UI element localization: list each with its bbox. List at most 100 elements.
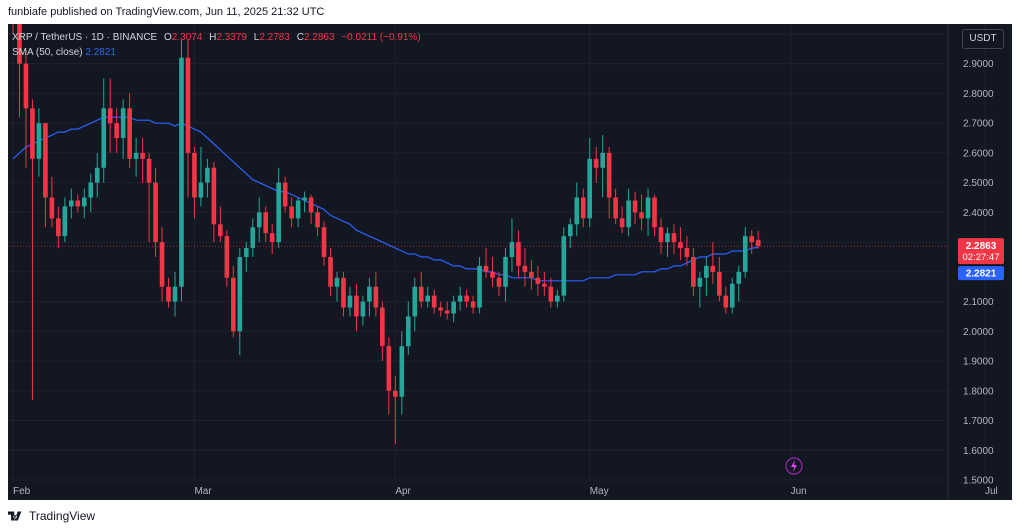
close-value: 2.2863 [303, 32, 335, 43]
candle [360, 295, 366, 326]
candle [146, 152, 152, 243]
sma-label[interactable]: SMA (50, close) [12, 47, 83, 58]
x-tick-label: Mar [194, 486, 212, 497]
publish-info: funbiafe published on TradingView.com, J… [8, 6, 325, 18]
candle [645, 188, 651, 237]
candle [755, 230, 761, 249]
candle-body [185, 57, 191, 153]
candle-body [328, 256, 333, 287]
candle [723, 286, 729, 314]
candle [535, 265, 541, 296]
candle-body [704, 265, 709, 278]
candle [43, 123, 48, 228]
sma-series [12, 116, 759, 282]
candle [542, 271, 547, 296]
candle-body [386, 346, 392, 391]
candle-body [30, 108, 35, 159]
candle-body [218, 224, 223, 237]
candle [386, 337, 392, 415]
lightning-icon[interactable] [785, 457, 803, 475]
candle-body [464, 295, 469, 302]
candle [120, 99, 126, 159]
candle [717, 256, 722, 302]
candle-body [561, 236, 567, 296]
y-tick-label: 2.0000 [963, 327, 994, 338]
candle-body [619, 218, 625, 228]
candle [237, 248, 243, 356]
currency-button[interactable]: USDT [962, 29, 1004, 49]
candle [736, 265, 742, 302]
candle [691, 248, 696, 296]
candle-body [315, 212, 320, 228]
candle-body [405, 316, 411, 347]
candle-body [755, 239, 761, 247]
candle-body [522, 265, 528, 272]
candle-body [632, 200, 638, 213]
candle-body [373, 286, 379, 308]
candlestick-chart[interactable]: 3.00002.90002.80002.70002.60002.50002.40… [8, 0, 1012, 500]
x-tick-label: Apr [395, 486, 411, 497]
y-tick-label: 2.9000 [963, 59, 994, 70]
candle [373, 271, 379, 317]
candle [354, 283, 359, 332]
candle-body [56, 218, 61, 237]
price-badges: 2.2863 02:27:47 2.2821 [958, 238, 1004, 281]
candle-body [736, 271, 742, 284]
candle [218, 206, 223, 243]
candle-body [114, 123, 119, 139]
candle-body [179, 57, 184, 287]
candle [431, 289, 437, 314]
candle [295, 197, 301, 228]
open-value: 2.3074 [171, 32, 203, 43]
candle [49, 176, 55, 228]
candle [172, 271, 178, 317]
chart-frame[interactable]: 3.00002.90002.80002.70002.60002.50002.40… [8, 0, 1012, 500]
candle [567, 218, 573, 249]
candle-body [658, 227, 664, 243]
candle [438, 301, 443, 317]
y-tick-label: 2.8000 [963, 89, 994, 100]
candle [509, 218, 515, 272]
candle [600, 135, 605, 198]
y-tick-label: 1.5000 [963, 476, 994, 487]
candle-body [101, 108, 107, 168]
candle-body [23, 63, 29, 109]
candle-body [17, 19, 22, 64]
candle-body [555, 295, 560, 302]
x-tick-label: Feb [13, 486, 31, 497]
chart-legend: XRP / TetherUS · 1D · BINANCE O2.3074 H2… [12, 30, 421, 60]
candle [334, 271, 340, 302]
candle [308, 194, 314, 225]
y-tick-label: 1.6000 [963, 446, 994, 457]
candle [561, 227, 567, 302]
candle [36, 108, 42, 177]
footer-brand[interactable]: TradingView [8, 509, 95, 523]
candle [321, 221, 327, 266]
candle [704, 256, 709, 296]
candle [231, 265, 236, 338]
candle-body [256, 212, 262, 228]
candle-body [276, 182, 281, 243]
candle [405, 301, 411, 356]
candle-body [697, 277, 703, 287]
candle-body [295, 200, 301, 219]
candle [555, 289, 560, 308]
candle-body [205, 167, 210, 183]
candle-body [684, 248, 690, 257]
candle-body [192, 152, 197, 198]
candle-body [243, 248, 249, 257]
candle [697, 271, 703, 308]
candle-body [140, 152, 145, 159]
candle-body [431, 295, 437, 308]
candle [580, 188, 586, 228]
candle-body [567, 224, 573, 237]
candle [393, 375, 398, 445]
candle [192, 146, 197, 219]
candle [418, 271, 424, 308]
candle [315, 206, 320, 237]
symbol-name[interactable]: XRP / TetherUS · 1D · BINANCE [12, 32, 158, 43]
candle-body [120, 108, 126, 139]
tradingview-logo-icon [8, 511, 22, 521]
candle [269, 224, 275, 254]
candle-body [691, 256, 696, 287]
